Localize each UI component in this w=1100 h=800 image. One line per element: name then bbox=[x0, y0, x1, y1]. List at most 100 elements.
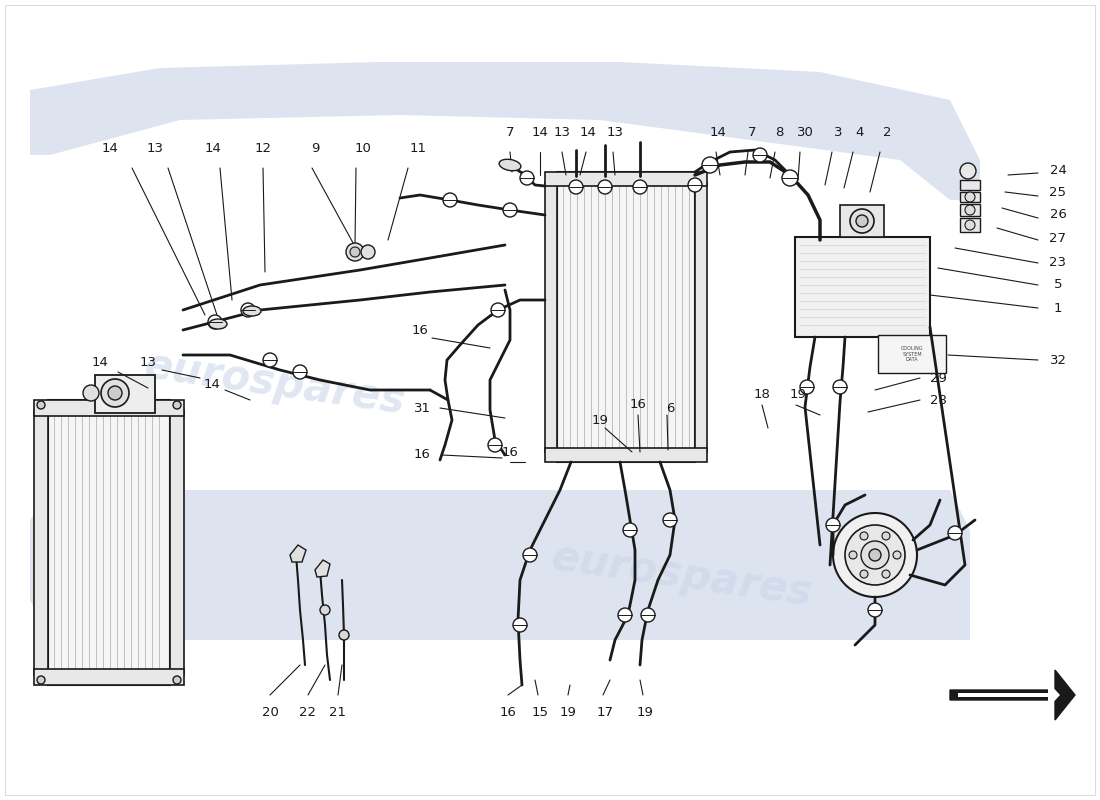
Bar bbox=[960, 218, 980, 232]
Circle shape bbox=[361, 245, 375, 259]
Circle shape bbox=[350, 247, 360, 257]
Text: 17: 17 bbox=[596, 706, 614, 718]
Circle shape bbox=[513, 618, 527, 632]
Bar bbox=[960, 192, 980, 202]
Text: eurospares: eurospares bbox=[142, 345, 408, 423]
Bar bbox=[840, 205, 884, 237]
Text: 15: 15 bbox=[531, 706, 549, 718]
Circle shape bbox=[849, 551, 857, 559]
Text: 28: 28 bbox=[930, 394, 946, 406]
Circle shape bbox=[101, 379, 129, 407]
Circle shape bbox=[641, 608, 654, 622]
Circle shape bbox=[173, 401, 182, 409]
Circle shape bbox=[882, 570, 890, 578]
Text: 24: 24 bbox=[1049, 163, 1066, 177]
Polygon shape bbox=[30, 62, 980, 200]
Text: 27: 27 bbox=[1049, 231, 1067, 245]
Circle shape bbox=[443, 193, 456, 207]
Bar bbox=[960, 204, 980, 216]
Bar bbox=[544, 448, 707, 462]
Polygon shape bbox=[950, 670, 1075, 720]
Text: 20: 20 bbox=[262, 706, 278, 718]
Circle shape bbox=[754, 148, 767, 162]
Text: 7: 7 bbox=[506, 126, 515, 138]
Text: 22: 22 bbox=[299, 706, 317, 718]
Text: 30: 30 bbox=[796, 126, 813, 138]
Circle shape bbox=[833, 380, 847, 394]
Circle shape bbox=[503, 203, 517, 217]
Circle shape bbox=[869, 549, 881, 561]
Text: 13: 13 bbox=[140, 355, 156, 369]
Text: 14: 14 bbox=[91, 355, 109, 369]
Circle shape bbox=[948, 526, 962, 540]
Text: 9: 9 bbox=[311, 142, 319, 154]
Circle shape bbox=[320, 605, 330, 615]
Bar bbox=[48, 400, 170, 685]
Bar bbox=[960, 180, 980, 190]
Text: eurospares: eurospares bbox=[549, 537, 815, 615]
Text: 23: 23 bbox=[1049, 255, 1067, 269]
Circle shape bbox=[960, 163, 976, 179]
Text: 29: 29 bbox=[930, 371, 946, 385]
Text: 13: 13 bbox=[606, 126, 624, 138]
Circle shape bbox=[965, 220, 975, 230]
Bar bbox=[695, 182, 707, 452]
Circle shape bbox=[850, 209, 875, 233]
Bar bbox=[557, 172, 695, 462]
Circle shape bbox=[618, 608, 632, 622]
Text: 19: 19 bbox=[637, 706, 653, 718]
Circle shape bbox=[208, 315, 222, 329]
Text: 19: 19 bbox=[790, 389, 806, 402]
Circle shape bbox=[663, 513, 676, 527]
Circle shape bbox=[702, 157, 718, 173]
Circle shape bbox=[241, 303, 255, 317]
Circle shape bbox=[826, 518, 840, 532]
Circle shape bbox=[856, 215, 868, 227]
Circle shape bbox=[82, 385, 99, 401]
Circle shape bbox=[861, 541, 889, 569]
Circle shape bbox=[520, 171, 534, 185]
Text: 12: 12 bbox=[254, 142, 272, 154]
Bar bbox=[34, 400, 184, 416]
Polygon shape bbox=[315, 560, 330, 577]
Circle shape bbox=[833, 513, 917, 597]
Circle shape bbox=[37, 401, 45, 409]
Text: 16: 16 bbox=[629, 398, 647, 411]
Text: 6: 6 bbox=[666, 402, 674, 414]
Circle shape bbox=[882, 532, 890, 540]
Text: 14: 14 bbox=[204, 378, 220, 391]
Circle shape bbox=[965, 192, 975, 202]
Text: 13: 13 bbox=[146, 142, 164, 154]
Text: 31: 31 bbox=[414, 402, 430, 414]
Circle shape bbox=[522, 548, 537, 562]
Bar bbox=[34, 669, 184, 685]
Bar bbox=[34, 410, 48, 675]
Text: 16: 16 bbox=[499, 706, 516, 718]
Text: 1: 1 bbox=[1054, 302, 1063, 314]
Circle shape bbox=[173, 676, 182, 684]
Bar bbox=[544, 182, 557, 452]
Text: 19: 19 bbox=[560, 706, 576, 718]
Circle shape bbox=[491, 303, 505, 317]
Circle shape bbox=[860, 570, 868, 578]
Circle shape bbox=[263, 353, 277, 367]
Text: 21: 21 bbox=[330, 706, 346, 718]
Circle shape bbox=[860, 532, 868, 540]
Ellipse shape bbox=[243, 306, 261, 316]
Text: 14: 14 bbox=[101, 142, 119, 154]
Text: 11: 11 bbox=[409, 142, 427, 154]
Text: 3: 3 bbox=[834, 126, 843, 138]
Circle shape bbox=[37, 676, 45, 684]
Text: 19: 19 bbox=[592, 414, 608, 426]
Text: 26: 26 bbox=[1049, 209, 1066, 222]
Circle shape bbox=[632, 180, 647, 194]
Text: 7: 7 bbox=[748, 126, 757, 138]
Circle shape bbox=[965, 205, 975, 215]
Circle shape bbox=[108, 386, 122, 400]
Text: 2: 2 bbox=[882, 126, 891, 138]
Bar bbox=[170, 410, 184, 675]
Text: 14: 14 bbox=[531, 126, 549, 138]
Text: 13: 13 bbox=[553, 126, 571, 138]
Circle shape bbox=[893, 551, 901, 559]
Text: COOLING
SYSTEM
DATA: COOLING SYSTEM DATA bbox=[901, 346, 923, 362]
